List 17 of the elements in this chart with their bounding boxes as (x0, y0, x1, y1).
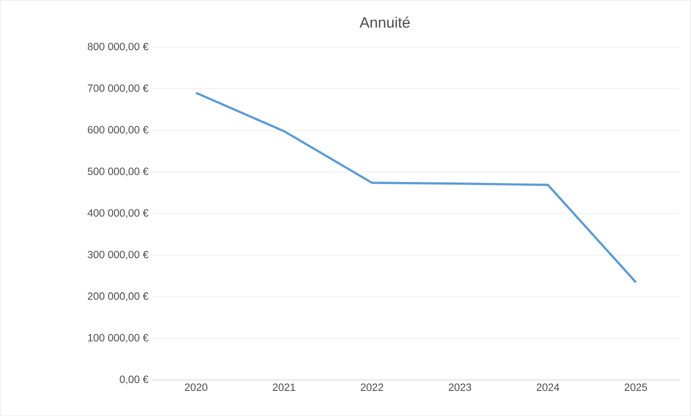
y-tick-label: 100 000,00 € (88, 334, 148, 343)
y-tick-label: 400 000,00 € (88, 209, 148, 218)
y-tick-label: 0,00 € (120, 376, 148, 384)
x-tick-label: 2025 (624, 383, 648, 391)
x-tick-label: 2022 (360, 383, 384, 391)
y-tick-label: 700 000,00 € (88, 84, 148, 94)
y-tick-label: 200 000,00 € (88, 292, 148, 302)
x-tick-label: 2021 (272, 383, 296, 391)
line-series (194, 92, 637, 284)
x-tick-label: 2023 (448, 383, 472, 391)
x-tick-label: 2020 (184, 383, 208, 391)
y-tick-label: 600 000,00 € (88, 126, 148, 135)
y-tick-label: 800 000,00 € (88, 42, 148, 52)
x-tick-label: 2024 (536, 383, 560, 391)
chart-title: Annuité (360, 16, 410, 28)
y-tick-label: 500 000,00 € (88, 168, 148, 176)
y-tick-label: 300 000,00 € (88, 250, 148, 260)
